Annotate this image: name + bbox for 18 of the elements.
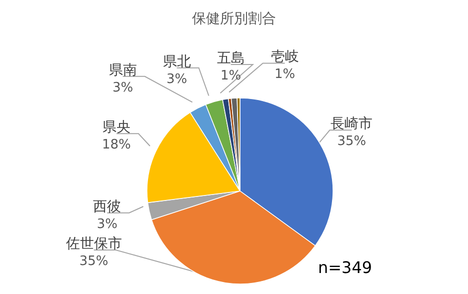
slice-label: 県南 — [108, 62, 137, 78]
data-label: 1% — [274, 67, 296, 82]
data-label: 35% — [79, 254, 108, 269]
data-label: 35% — [337, 134, 366, 150]
slice-label: 西彼 — [93, 198, 122, 215]
slice-label: 壱岐 — [270, 49, 299, 66]
slice-label: 県北 — [162, 54, 191, 70]
slice-label: 長崎市 — [330, 116, 373, 132]
slice-label: 五島 — [216, 50, 245, 67]
data-label: 18% — [102, 138, 131, 153]
chart-title: 保健所別割合 — [191, 10, 277, 28]
data-label: 1% — [220, 68, 242, 84]
slice-label: 佐世保市 — [66, 236, 122, 252]
text: n=349 — [318, 258, 372, 277]
data-label: 3% — [112, 80, 134, 96]
slice-label: 県央 — [102, 120, 130, 136]
data-label: 3% — [96, 216, 118, 232]
data-label: 3% — [166, 72, 188, 87]
